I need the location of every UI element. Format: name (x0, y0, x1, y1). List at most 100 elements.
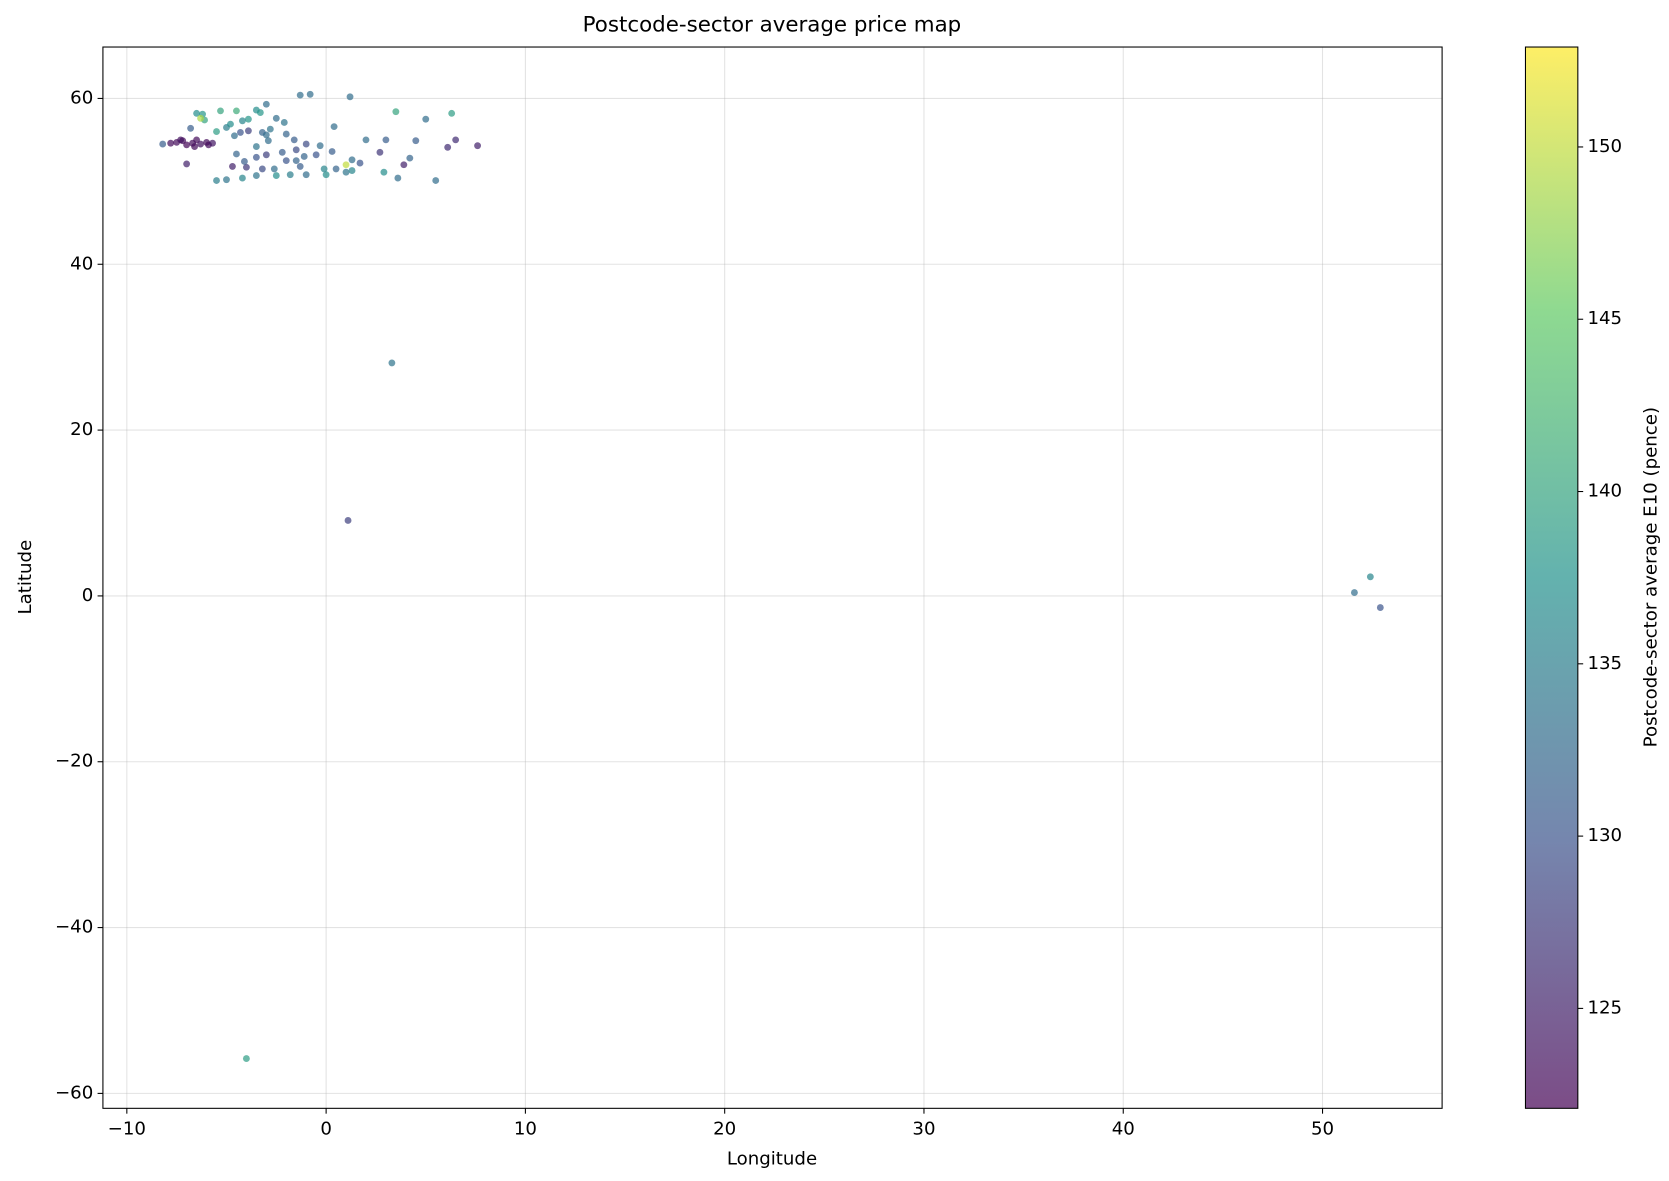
point (231, 132, 238, 140)
point (183, 160, 191, 168)
point (233, 107, 240, 115)
plot-frame (102, 46, 1443, 1109)
point (1350, 589, 1358, 597)
y-tick-label: 60 (70, 87, 93, 108)
colorbar-tick-label: 150 (1587, 136, 1622, 157)
y-axis-label: Latitude (15, 540, 36, 615)
point (342, 168, 350, 176)
point (292, 146, 300, 154)
point (223, 176, 230, 184)
point (316, 142, 324, 150)
point (282, 157, 290, 165)
point (237, 129, 244, 136)
point (320, 165, 328, 173)
point (227, 120, 234, 128)
point (290, 136, 298, 144)
colorbar-tick-label: 145 (1587, 308, 1622, 329)
y-tick-label: −40 (55, 917, 93, 938)
point (412, 137, 420, 145)
point (1366, 573, 1374, 581)
chart-title: Postcode-sector average price map (583, 13, 962, 38)
point (238, 174, 246, 182)
point (167, 139, 175, 147)
point (302, 140, 310, 148)
colorbar-label: Postcode-sector average E10 (pence) (1641, 407, 1662, 747)
point (229, 163, 236, 170)
point (217, 107, 224, 115)
point (330, 123, 338, 131)
x-tick-label: 10 (514, 1119, 537, 1140)
point (262, 131, 270, 139)
point (296, 163, 304, 170)
point (213, 128, 220, 136)
point (197, 114, 204, 122)
point (406, 154, 414, 162)
point (252, 143, 260, 150)
point (286, 171, 294, 179)
point (258, 165, 266, 173)
point (252, 153, 260, 161)
point (328, 148, 336, 155)
point (256, 109, 264, 116)
point (380, 168, 388, 176)
point (348, 156, 356, 164)
point (422, 115, 430, 123)
point (262, 100, 270, 108)
point (302, 171, 310, 179)
point (474, 142, 481, 150)
point (270, 165, 278, 173)
point (264, 137, 272, 145)
x-tick-label: 20 (713, 1119, 736, 1140)
colorbar (1524, 46, 1579, 1109)
point (312, 151, 320, 159)
x-tick-label: 30 (912, 1119, 935, 1140)
point (346, 93, 354, 101)
point (233, 150, 240, 158)
colorbar-tick-label: 125 (1587, 997, 1622, 1018)
point (292, 157, 300, 165)
point (183, 141, 191, 149)
point (344, 517, 352, 524)
colorbar-tick-label: 135 (1587, 653, 1622, 674)
y-tick-label: 20 (70, 419, 93, 440)
point (193, 109, 201, 117)
point (278, 148, 286, 156)
x-tick-label: 40 (1112, 1119, 1135, 1140)
point (242, 1055, 250, 1062)
point (238, 117, 246, 125)
y-tick-label: −60 (55, 1082, 93, 1103)
point (209, 139, 216, 147)
y-tick-label: 40 (70, 253, 93, 274)
point (306, 90, 314, 98)
point (392, 108, 400, 116)
point (376, 148, 384, 156)
point (296, 91, 304, 99)
x-tick-label: 50 (1311, 1119, 1334, 1140)
x-tick-label: 0 (320, 1119, 332, 1140)
point (244, 115, 252, 123)
point (159, 140, 167, 148)
point (444, 143, 452, 151)
point (300, 153, 308, 160)
x-axis-label: Longitude (727, 1149, 817, 1170)
point (240, 158, 248, 165)
point (388, 359, 396, 367)
colorbar-tick-label: 140 (1587, 481, 1622, 502)
point (394, 174, 402, 182)
point (262, 151, 270, 159)
point (452, 136, 460, 144)
point (382, 136, 390, 144)
point (362, 136, 370, 144)
point (332, 165, 340, 173)
point (187, 124, 195, 132)
y-tick-label: 0 (82, 585, 94, 606)
point (197, 140, 204, 148)
point (252, 172, 260, 179)
point (280, 119, 288, 126)
y-tick-label: −20 (55, 751, 93, 772)
point (272, 114, 280, 122)
point (448, 109, 456, 117)
point (356, 159, 364, 167)
